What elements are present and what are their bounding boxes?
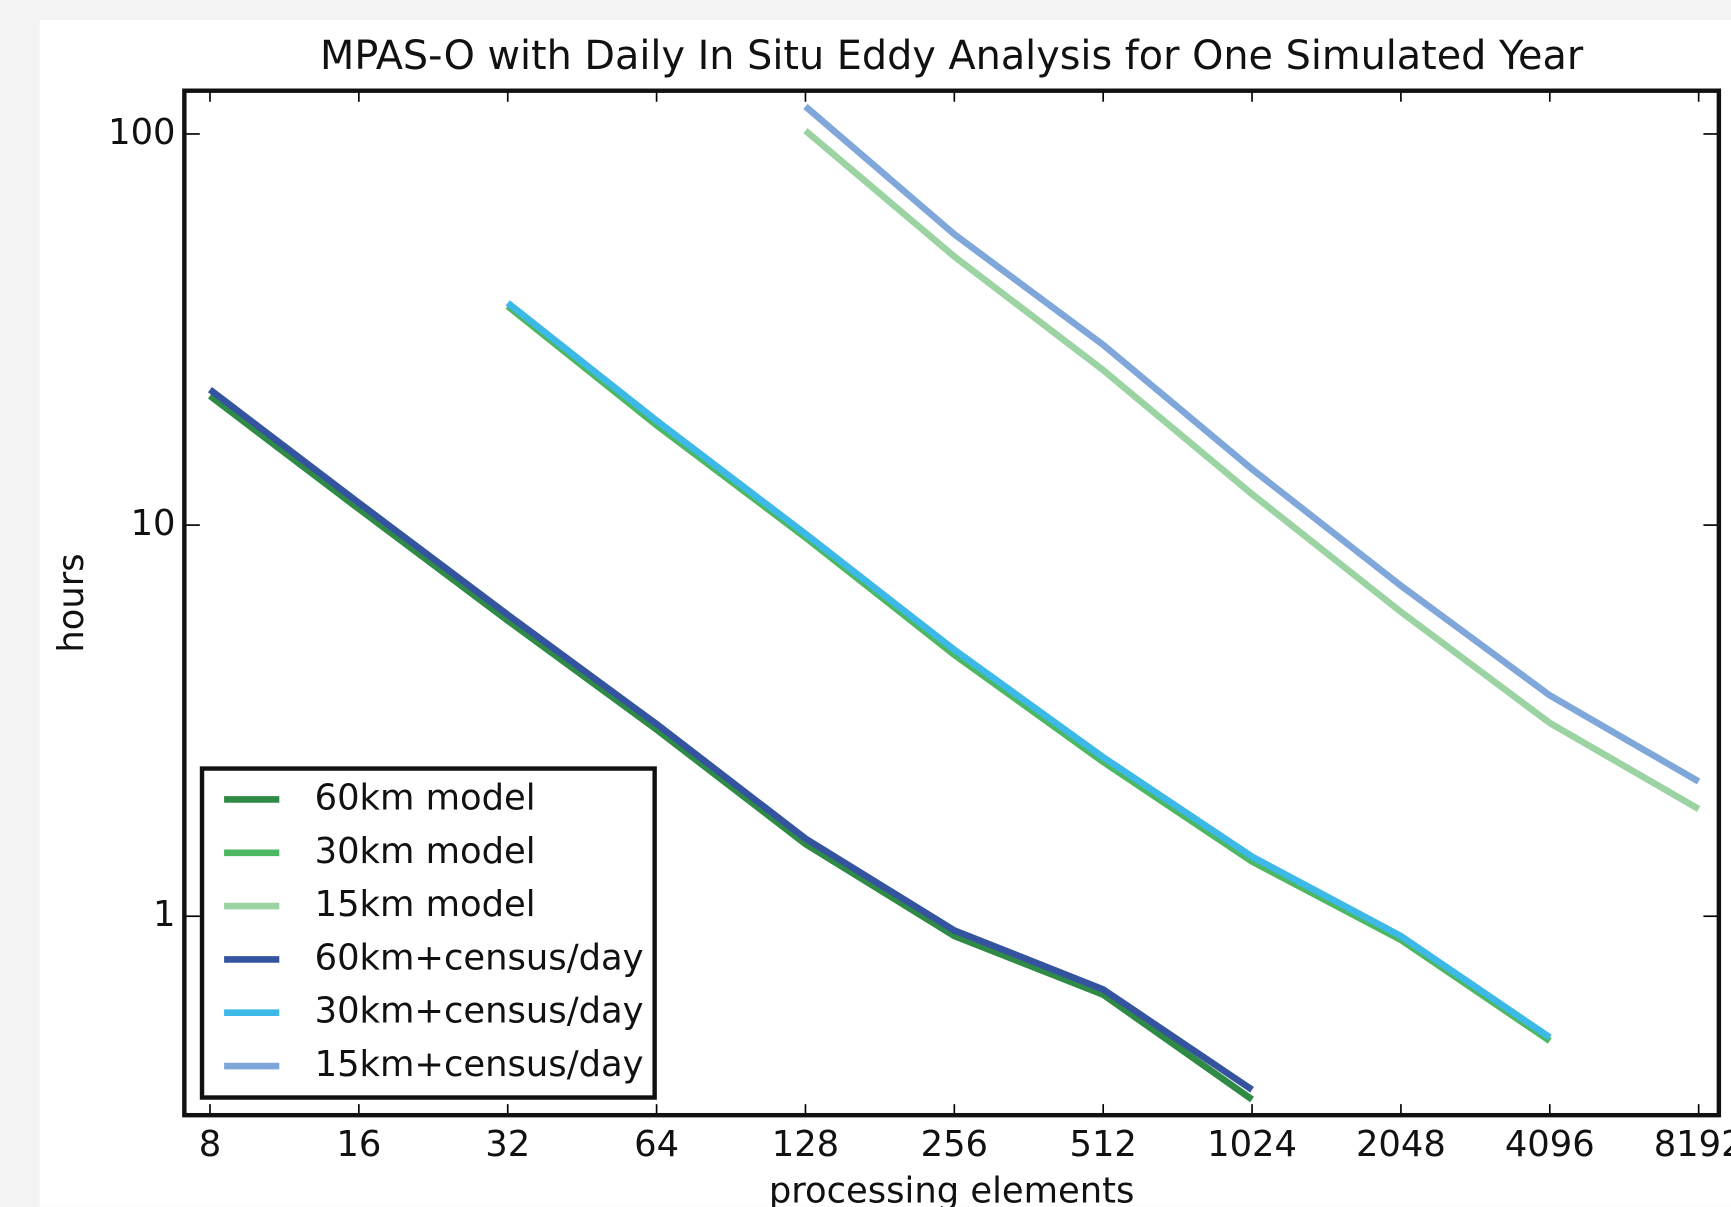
x-tick-label: 16 (336, 1124, 381, 1165)
y-axis-label: hours (51, 553, 92, 652)
x-tick-label: 256 (921, 1124, 988, 1165)
series-line (207, 386, 1254, 1093)
x-tick-label: 64 (634, 1124, 679, 1165)
x-tick-label: 8 (199, 1124, 221, 1165)
x-tick-label: 512 (1069, 1124, 1136, 1165)
x-tick-label: 1024 (1207, 1124, 1297, 1165)
x-tick-label: 8192 (1654, 1124, 1731, 1165)
legend-label: 30km model (315, 831, 536, 872)
series-line (505, 303, 1552, 1044)
x-tick-label: 32 (485, 1124, 530, 1165)
y-tick-label: 100 (108, 112, 175, 153)
legend: 60km model 30km model 15km model 60km+censu… (199, 766, 657, 1100)
legend-label: 15km model (315, 884, 536, 925)
plot-frame (182, 88, 1722, 1118)
series-line (207, 393, 1254, 1103)
legend-label: 30km+census/day (315, 991, 644, 1032)
legend-label: 15km+census/day (315, 1044, 644, 1085)
x-axis-label: processing elements (769, 1170, 1135, 1207)
series-line (505, 300, 1552, 1041)
series-line (803, 103, 1701, 785)
y-tick-label: 1 (153, 894, 175, 935)
legend-label: 60km model (315, 777, 536, 818)
series-line (803, 128, 1701, 812)
x-tick-label: 4096 (1505, 1124, 1595, 1165)
x-tick-label: 2048 (1356, 1124, 1446, 1165)
legend-frame (199, 766, 657, 1100)
x-tick-label: 128 (772, 1124, 839, 1165)
y-tick-label: 10 (131, 503, 176, 544)
chart-title: MPAS-O with Daily In Situ Eddy Analysis … (320, 33, 1584, 79)
legend-label: 60km+census/day (315, 937, 644, 978)
